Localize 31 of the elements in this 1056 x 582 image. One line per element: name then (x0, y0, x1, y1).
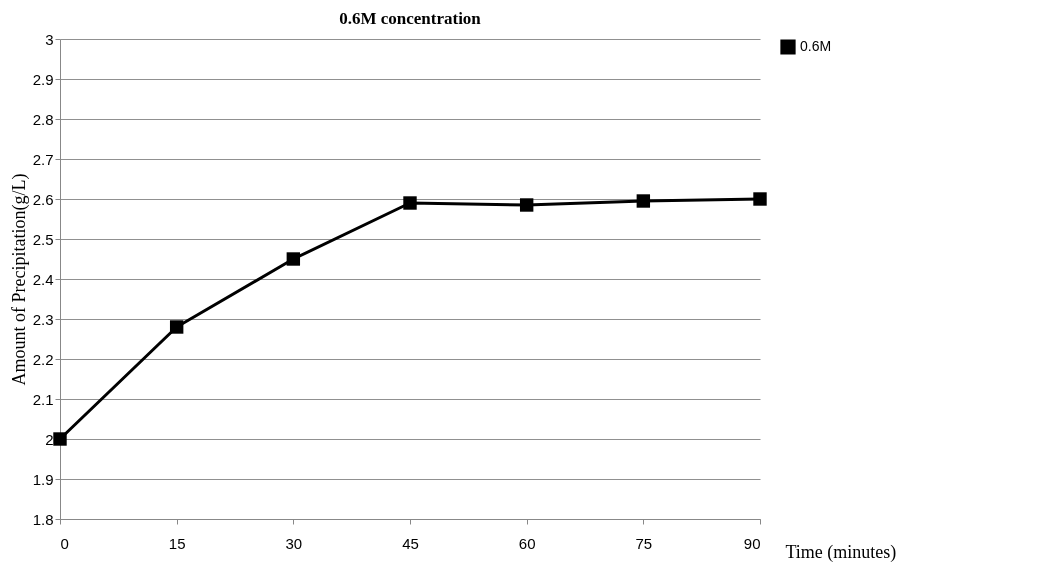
y-tick-label: 3 (45, 30, 54, 48)
y-tick-label: 2.6 (32, 190, 54, 208)
y-tick-label: 1.9 (32, 470, 54, 488)
point (403, 196, 417, 210)
point (286, 252, 301, 266)
y-axis-title: Amount of Precipitation(g/L) (8, 173, 30, 386)
y-tick-label: 2.5 (32, 230, 54, 248)
point (53, 432, 67, 446)
y-tick-label: 2.7 (32, 150, 54, 168)
y-tick-label: 2.3 (32, 310, 54, 328)
x-tick-label: 60 (518, 534, 536, 552)
y-tick-label: 1.8 (32, 510, 54, 528)
point (169, 320, 184, 334)
x-tick-label: 45 (402, 534, 419, 552)
y-tick-label: 2 (45, 430, 54, 448)
x-tick-label: 75 (635, 534, 653, 552)
x-tick-label: 0 (60, 534, 69, 552)
x-tick-label: 90 (743, 534, 761, 552)
y-tick-label: 2.2 (32, 350, 54, 368)
point (519, 198, 534, 212)
point (636, 194, 651, 208)
y-tick-label: 2.1 (32, 390, 54, 408)
x-tick-label: 15 (168, 534, 186, 552)
y-tick-label: 2.4 (32, 270, 54, 288)
x-axis-title: Time (minutes) (785, 541, 897, 563)
chart-title: 0.6M concentration (339, 9, 482, 28)
point (753, 192, 767, 206)
y-tick-label: 2.8 (32, 110, 54, 128)
y-tick-label: 2.9 (32, 70, 54, 88)
x-tick-label: 30 (285, 534, 303, 552)
legend-label: 0.6M (800, 38, 832, 54)
